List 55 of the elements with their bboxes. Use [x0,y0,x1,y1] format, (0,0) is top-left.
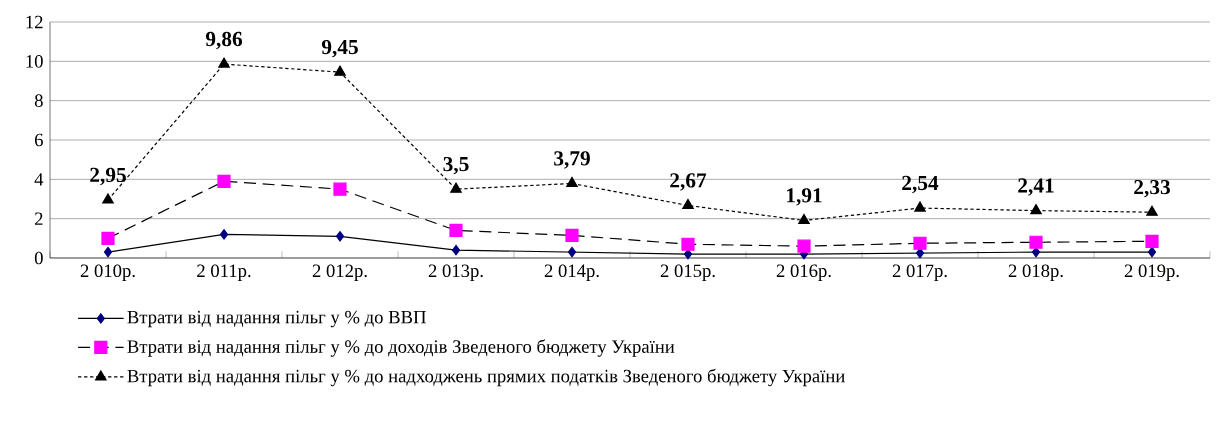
data-label: 1,91 [787,188,822,206]
point [450,182,462,193]
x-tick-label: 2 012р. [312,264,367,281]
x-tick-label: 2 016р. [776,264,831,281]
point [681,237,695,251]
point [333,182,347,196]
point [103,246,113,258]
legend-label: Втрати від надання пільг у % до ВВП [127,310,426,328]
data-label: 9,86 [205,31,243,50]
data-label: 2,41 [1018,178,1054,196]
point [566,176,578,188]
point [797,239,811,253]
point [335,231,345,242]
legend-label: Втрати від надання пільг у % до доходів Зведеного бюджету України [127,339,675,357]
data-label: 2,54 [902,175,939,194]
point [913,236,927,250]
point [102,193,114,204]
data-label: 3,5 [443,156,469,175]
y-tick-label: 8 [34,94,43,107]
y-tick-label: 12 [26,15,43,29]
y-tick-label: 10 [26,55,43,68]
y-tick-label: 0 [34,251,43,265]
x-tick-label: 2 015р. [660,264,715,281]
x-tick-label: 2 014р. [544,264,599,281]
point [1029,235,1043,249]
point [565,228,579,242]
data-label: 3,79 [554,151,590,169]
y-tick-label: 2 [35,212,43,225]
point [798,213,810,225]
legend-label: Втрати від надання пільг у % до надходжень прямих податків Зведеного бюджету України [127,368,845,387]
point [1145,234,1159,248]
point [1030,204,1042,215]
y-tick-label: 6 [34,133,43,147]
point [449,223,463,238]
point [218,57,230,68]
point [567,246,577,258]
x-tick-label: 2 017р. [892,264,947,281]
y-tick-label: 4 [34,173,44,186]
point [914,201,926,212]
data-label: 2,33 [1134,179,1170,198]
point [1146,205,1158,216]
x-tick-label: 2 019р. [1124,264,1179,281]
data-label: 9,45 [321,39,358,58]
point [334,65,346,76]
point [101,231,115,245]
x-tick-label: 2 010р. [80,264,135,281]
point [217,174,231,188]
x-tick-label: 2 013р. [428,264,483,281]
x-tick-label: 2 018р. [1008,264,1063,281]
data-label: 2,95 [90,167,126,186]
point [682,198,694,210]
x-tick-label: 2 011р. [197,264,251,281]
point [219,229,229,240]
data-label: 2,67 [670,173,707,191]
point [451,244,461,256]
